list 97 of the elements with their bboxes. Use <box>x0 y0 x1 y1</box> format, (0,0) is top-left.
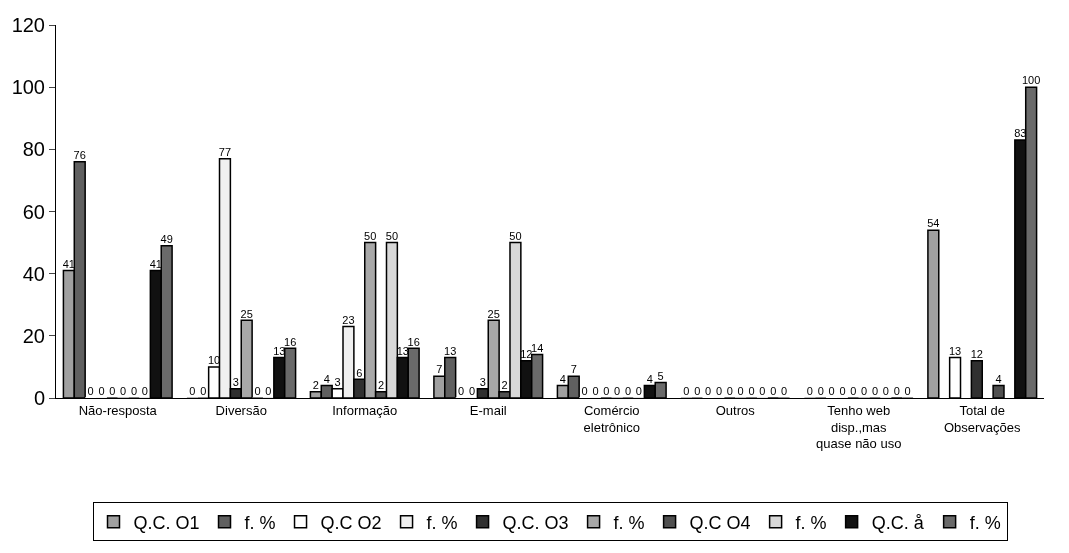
data-label: 25 <box>240 307 253 320</box>
data-label: 0 <box>635 385 642 398</box>
data-label: 0 <box>683 385 690 398</box>
data-label: 0 <box>705 385 712 398</box>
legend-label: Q.C. O1 <box>133 512 200 533</box>
data-label: 50 <box>364 229 377 242</box>
y-tick-label: 100 <box>11 76 45 99</box>
data-label: 0 <box>254 385 261 398</box>
data-label: 16 <box>284 335 297 348</box>
x-tick-label: Tenho web disp.,mas quase não uso <box>816 402 902 452</box>
data-label: 0 <box>893 385 900 398</box>
data-label: 0 <box>614 385 621 398</box>
x-tick-label: Não-resposta <box>78 402 158 418</box>
data-label: 13 <box>396 344 409 357</box>
x-tick-label: E-mail <box>469 402 507 418</box>
data-label: 0 <box>715 385 723 398</box>
data-label: 2 <box>501 379 508 392</box>
data-label: 0 <box>87 385 94 398</box>
y-tick-label: 40 <box>22 262 45 285</box>
data-label: 0 <box>748 385 755 398</box>
data-label: 0 <box>871 385 879 398</box>
data-label: 0 <box>882 385 889 398</box>
data-label: 0 <box>737 385 744 398</box>
data-label: 50 <box>509 229 522 242</box>
data-label: 41 <box>62 257 75 270</box>
data-label: 0 <box>839 385 846 398</box>
data-label: 0 <box>694 385 701 398</box>
data-label: 0 <box>726 385 733 398</box>
data-label: 4 <box>559 372 566 385</box>
y-tick-label: 0 <box>33 387 45 409</box>
data-label: 13 <box>948 344 962 357</box>
legend-label: f. % <box>613 512 645 533</box>
data-label: 0 <box>120 385 127 398</box>
legend-label: Q.C. å <box>871 512 925 533</box>
data-label: 41 <box>149 257 162 270</box>
data-label: 0 <box>828 385 835 398</box>
data-label: 7 <box>436 363 443 376</box>
legend-label: Q.C O4 <box>689 512 751 533</box>
x-tick-label: Total de Observações <box>943 402 1022 435</box>
data-label: 3 <box>334 375 341 388</box>
data-label: 4 <box>995 372 1002 385</box>
data-label: 0 <box>581 385 588 398</box>
data-label: 0 <box>861 385 868 398</box>
data-label: 13 <box>444 344 457 357</box>
data-label: 0 <box>592 385 599 398</box>
data-label: 0 <box>781 385 788 398</box>
data-label: 0 <box>468 385 476 398</box>
y-tick-label: 20 <box>22 324 45 347</box>
legend-label: f. % <box>426 512 458 533</box>
data-label: 49 <box>160 232 173 245</box>
data-label: 0 <box>200 385 207 398</box>
legend-label: Q.C. O3 <box>502 512 569 533</box>
data-label: 77 <box>218 145 232 158</box>
y-tick-label: 120 <box>11 14 45 36</box>
x-tick-label: Informação <box>332 402 398 418</box>
data-label: 4 <box>323 372 330 385</box>
data-label: 2 <box>312 379 319 392</box>
data-label: 0 <box>458 385 465 398</box>
data-label: 0 <box>109 385 116 398</box>
data-label: 3 <box>479 375 486 388</box>
data-label: 0 <box>806 385 813 398</box>
data-label: 6 <box>356 366 363 379</box>
data-label: 54 <box>927 217 940 230</box>
data-label: 0 <box>850 385 857 398</box>
data-label: 0 <box>130 385 138 398</box>
data-label: 50 <box>385 229 399 242</box>
x-tick-label: Outros <box>715 402 756 418</box>
y-tick-label: 60 <box>22 200 45 223</box>
data-label: 0 <box>624 385 632 398</box>
data-label: 3 <box>232 375 239 388</box>
data-label: 0 <box>189 385 196 398</box>
data-label: 14 <box>531 341 544 354</box>
legend-label: f. % <box>969 512 1001 533</box>
legend-label: Q.C O2 <box>320 512 382 533</box>
data-label: 12 <box>970 347 983 360</box>
data-label: 0 <box>141 385 148 398</box>
data-label: 0 <box>904 385 911 398</box>
data-label: 76 <box>73 149 86 162</box>
data-label: 0 <box>759 385 766 398</box>
x-tick-label: Diversão <box>215 402 267 418</box>
data-label: 0 <box>817 385 824 398</box>
data-label: 7 <box>570 363 577 376</box>
data-label: 0 <box>98 385 105 398</box>
data-label: 23 <box>342 313 355 326</box>
data-label: 0 <box>265 385 272 398</box>
data-label: 25 <box>487 307 500 320</box>
data-label: 2 <box>377 379 385 392</box>
y-tick-label: 80 <box>22 138 45 161</box>
data-label: 0 <box>770 385 777 398</box>
data-label: 0 <box>603 385 610 398</box>
data-label: 4 <box>646 372 653 385</box>
x-tick-label: Comércio eletrônico <box>583 402 640 435</box>
legend-label: f. % <box>244 512 276 533</box>
data-label: 5 <box>657 369 664 382</box>
data-label: 100 <box>1021 74 1041 87</box>
legend-label: f. % <box>795 512 827 533</box>
data-label: 16 <box>407 335 420 348</box>
